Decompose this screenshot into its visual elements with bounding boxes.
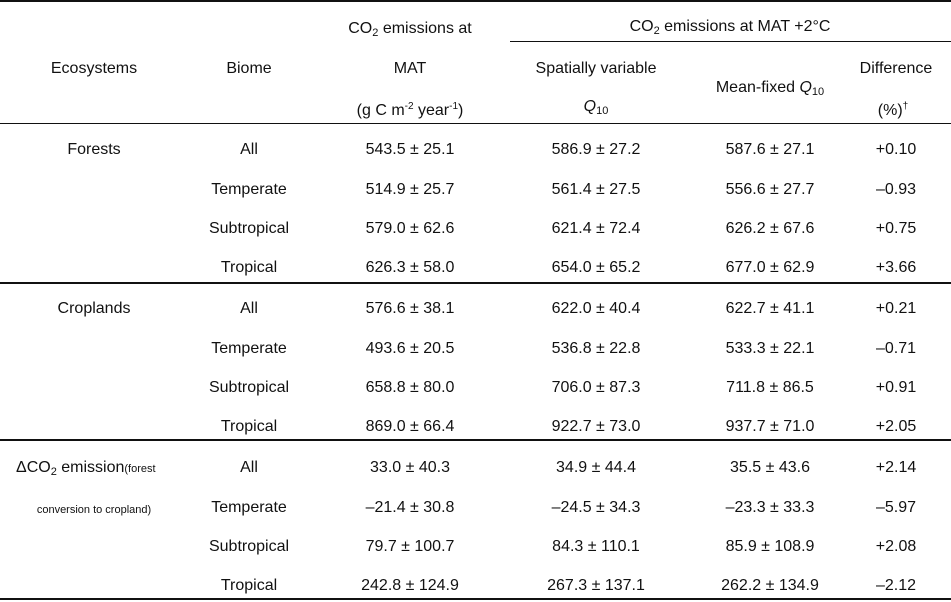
fixed-cell: 626.2 ± 67.6 [725,220,815,237]
mat-cell: 79.7 ± 100.7 [365,538,455,555]
fixed-cell: 677.0 ± 62.9 [725,259,815,276]
mat-cell: 543.5 ± 25.1 [365,141,455,158]
header-mean-fixed: Mean-fixed Q10 [715,79,825,98]
diff-cell: +0.75 [875,220,917,237]
header-spatial-line1: Spatially variable [535,60,657,77]
spatial-cell: 922.7 ± 73.0 [551,418,641,435]
fixed-cell: 622.7 ± 41.1 [725,300,815,317]
fixed-cell: 85.9 ± 108.9 [725,538,815,555]
fixed-cell: 587.6 ± 27.1 [725,141,815,158]
diff-cell: +3.66 [875,259,917,276]
mat-cell: 576.6 ± 38.1 [365,300,455,317]
diff-cell: +2.14 [875,459,917,476]
mat-cell: 658.8 ± 80.0 [365,379,455,396]
fixed-cell: 35.5 ± 43.6 [730,459,810,476]
mat-cell: 33.0 ± 40.3 [370,459,450,476]
spatial-cell: –24.5 ± 34.3 [551,499,641,516]
header-difference-line1: Difference [859,60,933,77]
biome-cell: Subtropical [208,220,290,237]
group-label-delta-co2-note: conversion to cropland) [36,504,152,516]
spatial-cell: 267.3 ± 137.1 [547,577,645,594]
diff-cell: –5.97 [875,499,917,516]
diff-cell: –2.12 [875,577,917,594]
spatial-cell: 622.0 ± 40.4 [551,300,641,317]
spatial-cell: 706.0 ± 87.3 [551,379,641,396]
group-label-croplands: Croplands [57,300,131,317]
top-rule [0,0,951,2]
mat-cell: 579.0 ± 62.6 [365,220,455,237]
croplands-bottom-rule [0,439,951,441]
spatial-cell: 84.3 ± 110.1 [552,538,640,555]
mat-cell: 514.9 ± 25.7 [365,181,455,198]
diff-cell: +0.91 [875,379,917,396]
header-difference-line2: (%)† [877,101,909,119]
group-header-rule [510,41,951,42]
fixed-cell: 556.6 ± 27.7 [725,181,815,198]
spatial-cell: 536.8 ± 22.8 [551,340,641,357]
diff-cell: +2.08 [875,538,917,555]
fixed-cell: 937.7 ± 71.0 [725,418,815,435]
header-mat-line2: MAT [393,60,427,77]
biome-cell: All [240,459,258,476]
header-ecosystems: Ecosystems [50,60,138,77]
mat-cell: 626.3 ± 58.0 [365,259,455,276]
biome-cell: All [240,141,258,158]
biome-cell: All [240,300,258,317]
biome-cell: Tropical [220,259,278,276]
biome-cell: Subtropical [208,379,290,396]
header-biome: Biome [226,60,272,77]
mat-cell: 869.0 ± 66.4 [365,418,455,435]
spatial-cell: 621.4 ± 72.4 [551,220,641,237]
spatial-cell: 654.0 ± 65.2 [551,259,641,276]
diff-cell: +2.05 [875,418,917,435]
spatial-cell: 34.9 ± 44.4 [556,459,636,476]
diff-cell: –0.93 [875,181,917,198]
mat-cell: 242.8 ± 124.9 [361,577,459,594]
mat-cell: –21.4 ± 30.8 [365,499,455,516]
fixed-cell: 711.8 ± 86.5 [726,379,814,396]
biome-cell: Temperate [211,499,287,516]
fixed-cell: –23.3 ± 33.3 [725,499,815,516]
table-bottom-rule [0,598,951,600]
biome-cell: Temperate [211,340,287,357]
header-mat-line1: CO2 emissions at [348,20,472,39]
diff-cell: –0.71 [875,340,917,357]
header-bottom-rule [0,123,951,124]
biome-cell: Tropical [220,577,278,594]
diff-cell: +0.10 [875,141,917,158]
group-label-forests: Forests [67,141,121,158]
biome-cell: Tropical [220,418,278,435]
biome-cell: Temperate [211,181,287,198]
forests-bottom-rule [0,282,951,284]
mat-cell: 493.6 ± 20.5 [365,340,455,357]
biome-cell: Subtropical [208,538,290,555]
header-units: (g C m-2 year-1) [356,101,464,119]
header-mat-plus2-group: CO2 emissions at MAT +2°C [629,18,831,37]
diff-cell: +0.21 [875,300,917,317]
fixed-cell: 262.2 ± 134.9 [721,577,819,594]
spatial-cell: 586.9 ± 27.2 [551,141,641,158]
group-label-delta-co2: ΔCO2 emission(forest [16,459,156,478]
fixed-cell: 533.3 ± 22.1 [725,340,815,357]
spatial-cell: 561.4 ± 27.5 [551,181,641,198]
header-spatial-q10: Q10 [583,98,609,117]
